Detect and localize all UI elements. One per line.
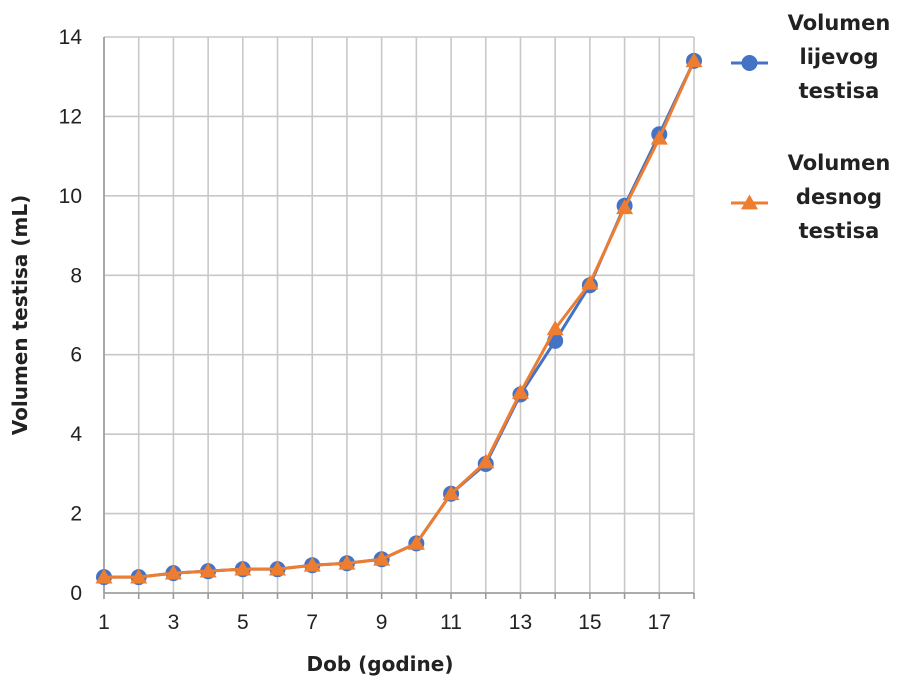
y-tick-label: 8 [70,264,82,287]
data-point-triangle [511,383,529,399]
y-tick-label: 6 [70,344,82,367]
y-tick-label: 10 [59,185,82,208]
series-circle [96,52,702,586]
y-axis-title: Volumen testisa (mL) [8,195,32,436]
y-tick-label: 12 [59,105,82,128]
data-point-triangle [407,534,425,550]
legend-label-line: Volumen [788,151,891,175]
x-tick-label: 7 [306,611,318,634]
data-point-triangle [338,554,356,570]
legend-key-marker [741,55,758,71]
x-tick-label: 13 [509,611,532,634]
x-tick-label: 9 [376,611,388,634]
legend-label-line: testisa [799,79,880,103]
data-point-triangle [581,274,599,290]
data-point-triangle [95,568,113,584]
y-tick-label: 4 [70,423,82,446]
data-point-triangle [303,556,321,572]
data-point-triangle [199,562,217,578]
data-point-triangle [477,453,495,469]
grid [103,36,695,594]
data-point-triangle [616,199,634,215]
x-tick-label: 3 [168,611,180,634]
data-point-triangle [164,564,182,580]
legend: Volumen lijevog testisa Volumen desnog testis… [731,11,890,243]
series-layer [95,52,703,586]
data-point-triangle [442,485,460,501]
data-point-triangle [373,550,391,566]
y-tick-label: 2 [70,503,82,526]
series-triangle [95,52,703,584]
legend-label-line: Volumen [788,11,891,35]
axes [103,37,695,599]
y-tick-label: 14 [59,26,83,49]
data-point-triangle [130,568,148,584]
data-point-triangle [269,560,287,576]
x-tick-label: 11 [440,611,462,634]
legend-label-line: testisa [799,219,880,243]
x-tick-label: 1 [98,611,110,634]
x-tick-label: 5 [237,611,249,634]
series-line [104,60,696,579]
legend-label-line: desnog [796,185,882,209]
legend-entry: Volumen lijevog testisa [731,11,890,103]
data-point-triangle [234,560,252,576]
data-point-triangle [650,129,668,145]
x-axis-title: Dob (godine) [307,652,454,676]
series-line [104,60,696,579]
data-point-triangle [685,52,703,68]
legend-key-marker [741,194,758,210]
x-tick-label: 15 [578,611,601,634]
x-tick-label: 17 [648,611,671,634]
y-tick-label: 0 [70,582,82,605]
data-point-triangle [546,320,564,336]
legend-entry: Volumen desnog testisa [731,151,890,243]
legend-label-line: lijevog [800,45,879,69]
